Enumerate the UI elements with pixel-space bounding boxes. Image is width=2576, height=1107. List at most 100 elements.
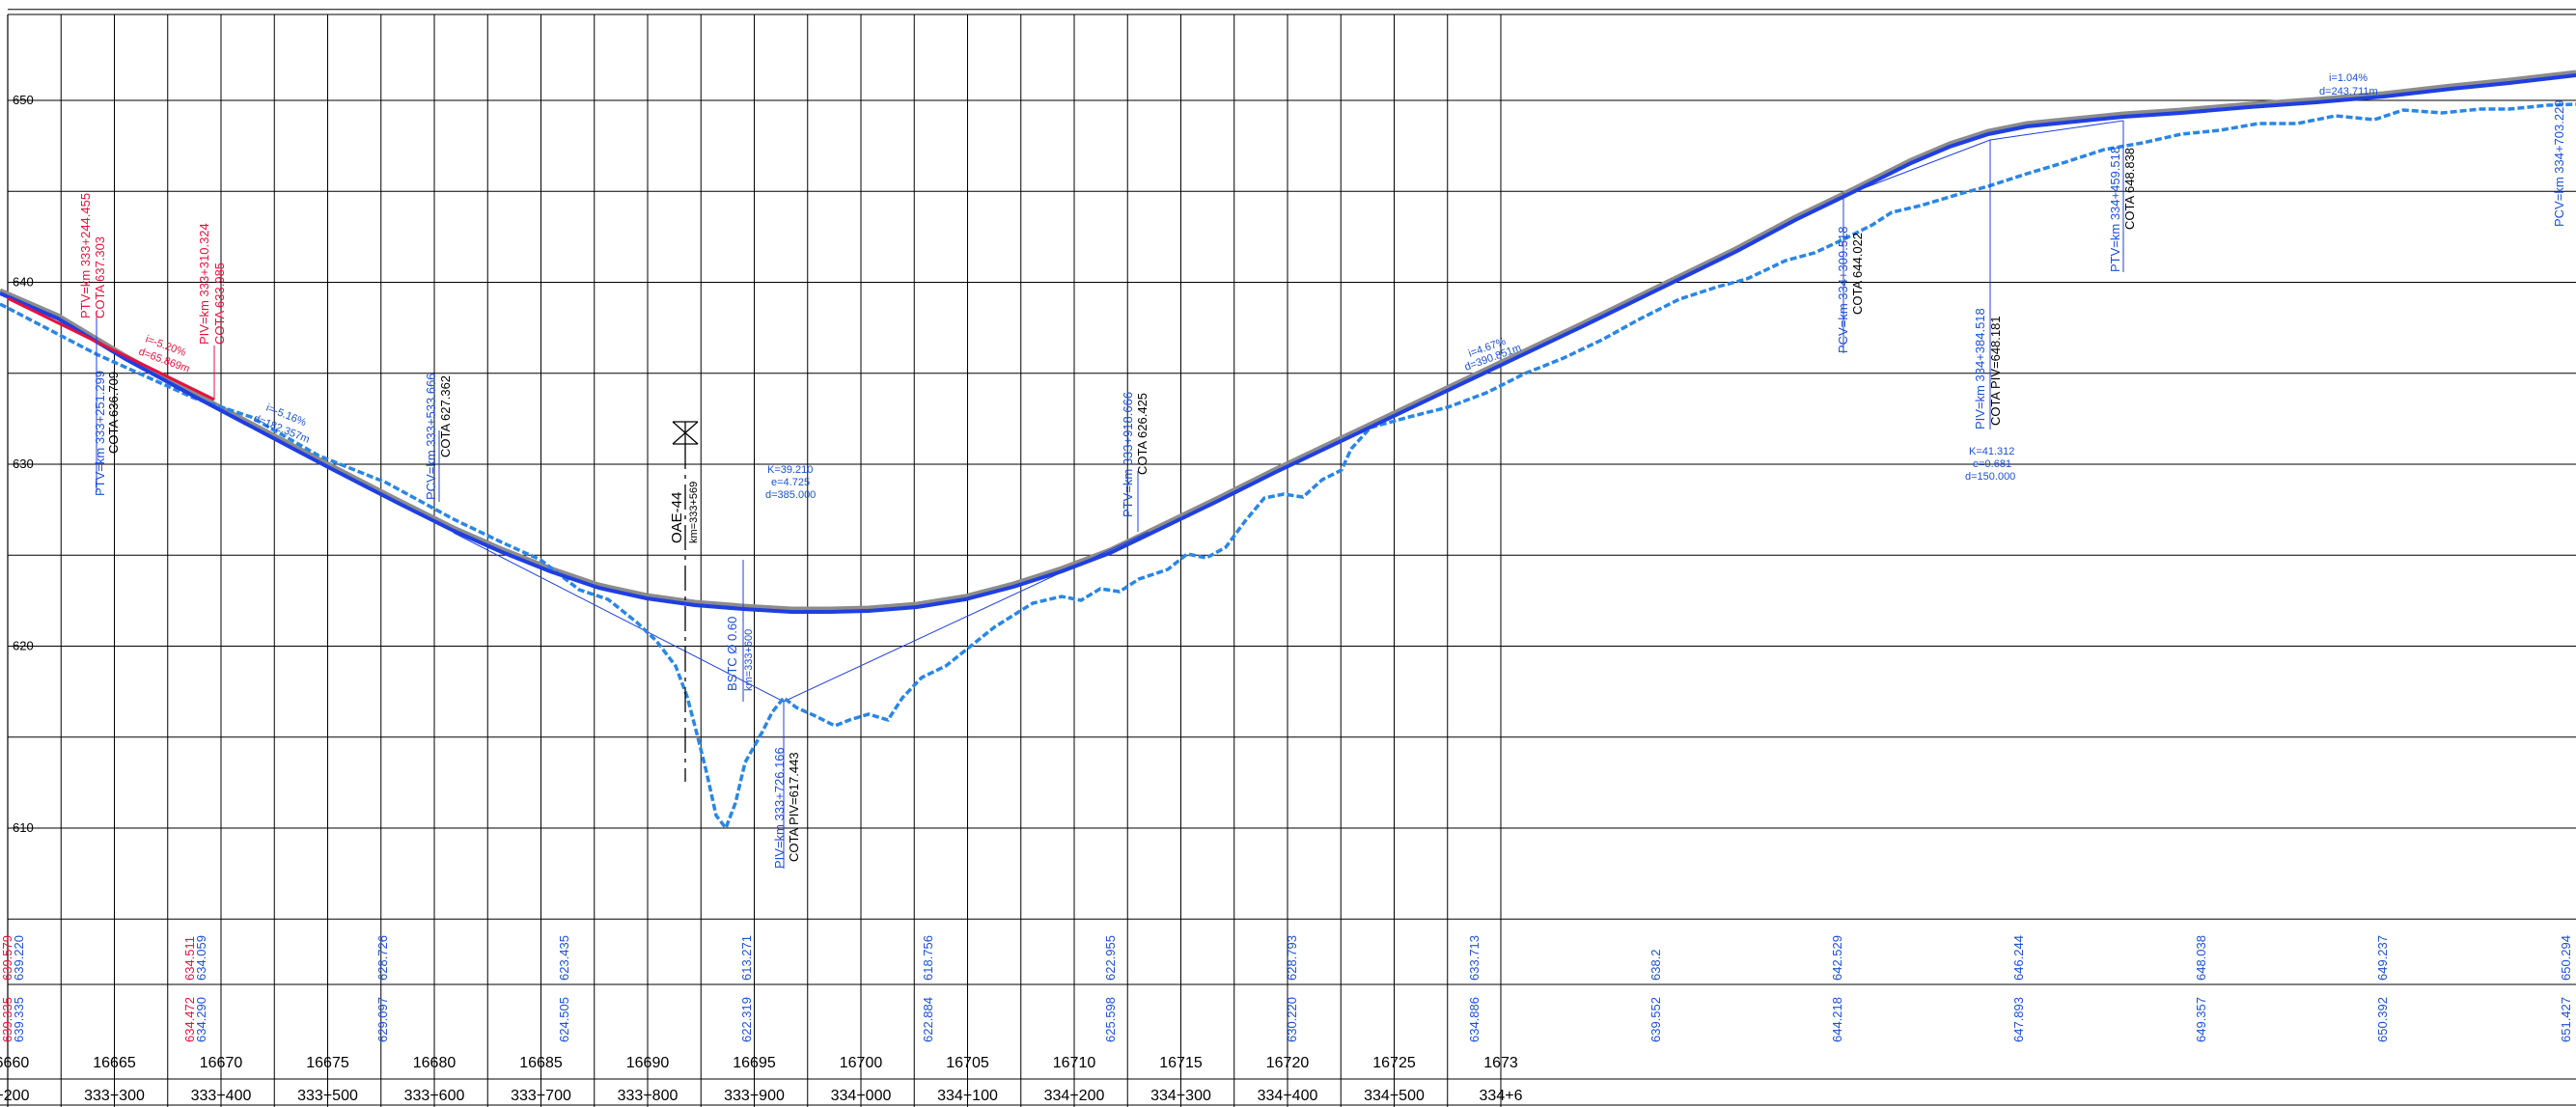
bstc-km: km=333+600 [743, 629, 755, 691]
design-elevation-cell: 622.884 [921, 997, 935, 1042]
station-tick-label: 16700 [840, 1055, 883, 1071]
station-tick-label: 16675 [306, 1055, 349, 1071]
curve-1-d: d=385.000 [765, 489, 816, 501]
terrain-elevation-cell: 622.955 [1103, 935, 1118, 981]
terrain-elevation-cell: 618.756 [921, 935, 935, 981]
station-tick-label: 16710 [1053, 1055, 1096, 1071]
design-elevation-cell: 647.893 [2011, 997, 2026, 1042]
design-elevation-cell: 634.886 [1467, 997, 1482, 1042]
station-tick-label: 16695 [733, 1055, 776, 1071]
pcv-e-label: PCV=km 334+309.518 [1836, 226, 1850, 353]
km-tick-label: 333+400 [191, 1088, 252, 1104]
terrain-elevation-cell: 628.726 [375, 935, 390, 981]
km-tick-label: 333+600 [404, 1088, 465, 1104]
elevation-tick-label: 640 [13, 275, 34, 290]
pcv-c-label: PCV=km 333+533.666 [424, 373, 438, 500]
piv-e-label: PIV=km 334+384.518 [1973, 308, 1987, 429]
grade-labels: i=-5.20% d=65.869m i=-5.16% d=182.357m i… [137, 72, 2378, 501]
piv-min-cota: COTA PIV=617.443 [787, 752, 801, 862]
km-tick-label: 3+200 [0, 1088, 30, 1104]
station-tick-label: 16670 [200, 1055, 243, 1071]
design-profile [0, 73, 2576, 614]
elevation-tick-label: 620 [13, 639, 34, 653]
km-tick-label: 333+300 [84, 1088, 145, 1104]
design-elevation-cell: 651.427 [2559, 997, 2573, 1042]
km-tick-label: 334+000 [831, 1088, 892, 1104]
terrain-elevation-cell: 634.511 [182, 936, 197, 981]
piv-a-label: PIV=km 333+310.324 [197, 223, 211, 345]
terrain-elevation-cell: 639.579 [0, 935, 14, 981]
axis-labels: 650 640 630 620 610 16660 16665 16670 16675 16680… [0, 93, 1523, 1104]
oae-symbol [672, 421, 699, 782]
design-elevation-cell: 630.220 [1285, 997, 1299, 1042]
km-tick-label: 334+400 [1258, 1088, 1318, 1104]
terrain-elevation-cell: 638.2 [1648, 949, 1663, 981]
design-elevation-cell: 649.357 [2194, 997, 2208, 1042]
ptv-b-cota: COTA 636.709 [106, 372, 121, 454]
design-elevation-cell: 622.319 [739, 997, 754, 1042]
grade-d-length: d=243.711m [2319, 86, 2378, 97]
station-tick-label: 16680 [413, 1055, 457, 1071]
design-elevation-cell: 650.392 [2375, 997, 2390, 1042]
km-tick-label: 334+500 [1364, 1088, 1425, 1104]
design-grade-line [0, 73, 2576, 614]
station-tick-label: 16660 [0, 1055, 29, 1071]
terrain-profile [0, 102, 2576, 832]
tangent-lines [453, 120, 2124, 703]
km-tick-label: 333+500 [297, 1088, 358, 1104]
terrain-line [0, 102, 2576, 832]
design-profile-shadow [0, 69, 2576, 612]
terrain-elevation-cell: 639.220 [12, 935, 26, 981]
design-shadow-line [0, 69, 2576, 612]
ptv-f-label: PTV=km 334+459.518 [2108, 147, 2122, 272]
km-tick-label: 334+300 [1150, 1088, 1211, 1104]
pcv-c-cota: COTA 627.362 [438, 375, 453, 457]
curve-1-e: e=4.725 [771, 477, 810, 488]
station-markers [96, 121, 2124, 869]
piv-e-cota: COTA PIV=648.181 [1988, 316, 2003, 426]
km-tick-label: 333+900 [724, 1088, 785, 1104]
station-tick-label: 16720 [1266, 1055, 1310, 1071]
terrain-elevation-cell: 623.435 [557, 935, 571, 981]
ptv-d-label: PTV=km 333+918.666 [1121, 392, 1135, 517]
grid-lines [0, 9, 2576, 1107]
station-tick-label: 16690 [626, 1055, 670, 1071]
station-tick-label: 16725 [1372, 1055, 1416, 1071]
curve-2-k: K=41.312 [1969, 446, 2014, 457]
design-elevation-cell: 625.598 [1103, 997, 1118, 1042]
oae-km: km=333+569 [688, 482, 700, 543]
terrain-elevation-cell: 613.271 [739, 935, 754, 981]
terrain-elevation-cell: 650.294 [2559, 935, 2573, 981]
design-elevation-cell: 639.335 [12, 997, 26, 1042]
design-elevation-cell: 644.218 [1830, 997, 1844, 1042]
terrain-elevation-cell: 633.713 [1467, 935, 1482, 981]
ptv-a-label: PTV=km 333+244.455 [78, 193, 93, 318]
ptv-f-cota: COTA 648.838 [2122, 148, 2137, 230]
km-tick-label: 333+700 [511, 1088, 571, 1104]
oae-name: OAE-44 [669, 492, 685, 543]
ptv-a-cota: COTA 637.303 [93, 236, 107, 318]
terrain-elevation-cell: 649.237 [2375, 935, 2390, 981]
piv-a-cota: COTA 633.985 [212, 263, 227, 345]
grade-d-value: i=1.04% [2329, 72, 2368, 84]
ptv-b-label: PTV=km 333+251.299 [93, 371, 107, 496]
design-elevation-cell: 634.290 [194, 997, 208, 1042]
pcv-g-label: PCV=km 334+703.229 [2552, 99, 2566, 227]
terrain-elevation-cell: 628.793 [1285, 935, 1299, 981]
km-tick-label: 334+200 [1044, 1088, 1105, 1104]
terrain-elevation-cell: 648.038 [2194, 935, 2208, 981]
design-elevation-cell: 639.552 [1648, 997, 1663, 1042]
terrain-elevation-cell: 642.529 [1830, 935, 1844, 981]
elevation-tick-label: 650 [13, 93, 34, 107]
curve-2-e: e=0.681 [1973, 458, 2011, 470]
station-tick-label: 1673 [1483, 1055, 1518, 1071]
terrain-elevation-cell: 646.244 [2011, 935, 2026, 981]
design-grade-red-segment [7, 296, 215, 401]
ptv-d-cota: COTA 626.425 [1135, 393, 1150, 475]
pcv-e-cota: COTA 644.022 [1850, 233, 1865, 315]
piv-min-label: PIV=km 333+726.166 [772, 747, 787, 869]
km-tick-label: 334+6 [1480, 1088, 1523, 1104]
curve-1-k: K=39.210 [767, 464, 813, 476]
